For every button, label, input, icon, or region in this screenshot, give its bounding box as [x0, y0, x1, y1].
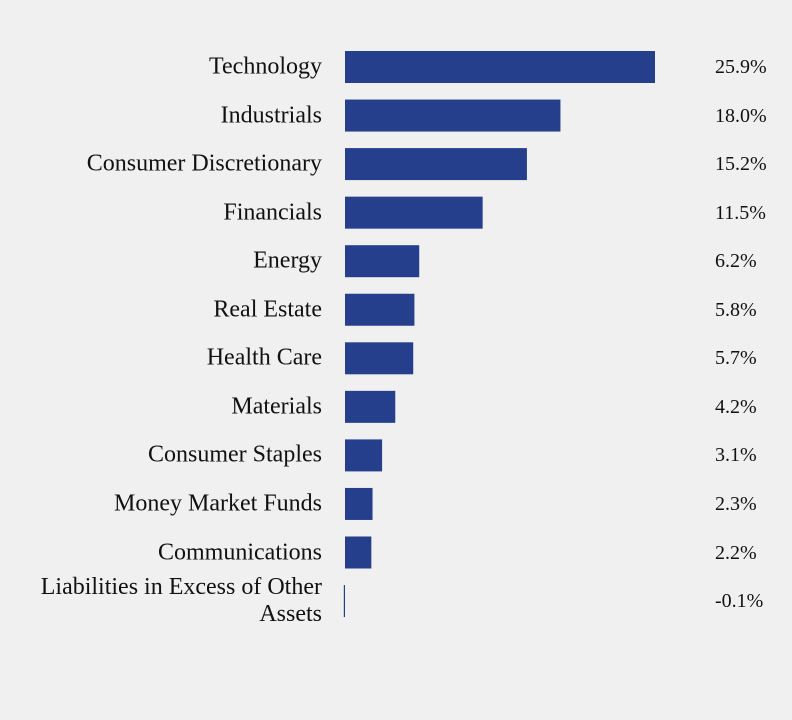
value-label: 18.0%	[715, 104, 767, 127]
category-label: Energy	[253, 247, 322, 274]
bar	[345, 342, 414, 375]
category-label: Consumer Staples	[148, 441, 322, 468]
value-label: 2.3%	[715, 492, 757, 515]
value-label: -0.1%	[715, 590, 764, 613]
bar	[343, 585, 345, 618]
value-label: 6.2%	[715, 250, 757, 273]
value-label: 5.7%	[715, 347, 757, 370]
value-label: 4.2%	[715, 395, 757, 418]
category-label: Financials	[223, 199, 322, 226]
value-label: 25.9%	[715, 56, 767, 78]
category-label: Technology	[209, 53, 322, 80]
category-label: Liabilities in Excess of Other Assets	[40, 574, 322, 628]
category-label: Industrials	[220, 102, 322, 129]
value-label: 5.8%	[715, 298, 757, 321]
category-label: Health Care	[206, 344, 322, 371]
bar	[345, 536, 372, 569]
bar	[345, 148, 527, 181]
bar	[345, 99, 561, 132]
bar	[345, 487, 373, 520]
bar	[345, 390, 396, 423]
category-label: Communications	[158, 539, 322, 565]
value-label: 2.2%	[715, 541, 757, 564]
category-label: Consumer Discretionary	[86, 150, 322, 177]
category-label: Money Market Funds	[114, 490, 322, 517]
category-label: Materials	[231, 393, 322, 420]
bar	[345, 196, 483, 229]
bar	[345, 439, 383, 472]
bar	[345, 293, 415, 326]
value-label: 3.1%	[715, 444, 757, 467]
value-label: 11.5%	[715, 201, 766, 224]
bar	[345, 51, 655, 83]
category-label: Real Estate	[213, 296, 322, 323]
value-label: 15.2%	[715, 153, 767, 176]
bar	[345, 245, 420, 278]
